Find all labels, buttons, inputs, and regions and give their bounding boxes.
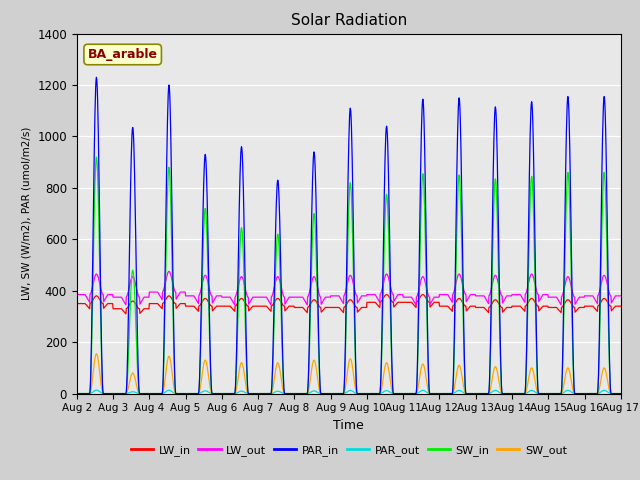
LW_in [181,300,189,307]
PAR_in [73,391,81,396]
SW_in [73,391,81,396]
SW_in [616,391,624,396]
X-axis label: Time: Time [333,419,364,432]
LW_out [165,269,173,275]
SW_out [552,391,560,396]
SW_out [194,391,202,396]
PAR_out [194,391,202,396]
SW_out [616,391,624,396]
LW_out [73,292,81,298]
LW_out [181,289,189,295]
SW_in [181,391,189,396]
LW_out [553,294,561,300]
Line: PAR_in: PAR_in [77,77,620,394]
Text: BA_arable: BA_arable [88,48,157,61]
PAR_out [181,391,189,396]
LW_out [122,302,130,308]
LW_out [434,294,442,300]
SW_out [181,391,189,396]
PAR_in [181,391,189,396]
LW_out [195,300,202,306]
PAR_out [255,391,263,396]
LW_in [434,300,442,305]
PAR_out [93,387,100,393]
PAR_out [552,391,560,396]
LW_in [616,303,624,309]
PAR_in [616,391,624,396]
PAR_out [504,391,512,396]
PAR_in [255,391,263,396]
LW_in [122,311,130,317]
LW_out [255,294,263,300]
Y-axis label: LW, SW (W/m2), PAR (umol/m2/s): LW, SW (W/m2), PAR (umol/m2/s) [22,127,32,300]
PAR_in [194,391,202,396]
SW_out [73,391,81,396]
Line: SW_out: SW_out [77,354,620,394]
SW_in [255,391,263,396]
LW_in [553,305,561,311]
Line: LW_out: LW_out [77,272,620,305]
PAR_out [73,391,81,396]
LW_out [616,293,624,299]
SW_in [194,391,202,396]
PAR_in [552,391,560,396]
SW_in [504,391,512,396]
SW_out [255,391,263,396]
Line: PAR_out: PAR_out [77,390,620,394]
LW_in [73,300,81,307]
SW_out [504,391,512,396]
SW_out [433,391,441,396]
PAR_out [433,391,441,396]
LW_out [505,293,513,299]
PAR_in [504,391,512,396]
PAR_in [433,391,441,396]
Line: LW_in: LW_in [77,295,620,314]
Legend: LW_in, LW_out, PAR_in, PAR_out, SW_in, SW_out: LW_in, LW_out, PAR_in, PAR_out, SW_in, S… [126,440,572,460]
PAR_in [93,74,100,80]
SW_in [93,154,100,160]
PAR_out [616,391,624,396]
LW_in [255,303,263,309]
LW_in [194,308,202,314]
SW_in [433,391,441,396]
SW_in [552,391,560,396]
SW_out [93,351,100,357]
Title: Solar Radiation: Solar Radiation [291,13,407,28]
Line: SW_in: SW_in [77,157,620,394]
LW_in [505,305,513,311]
LW_in [383,292,390,298]
